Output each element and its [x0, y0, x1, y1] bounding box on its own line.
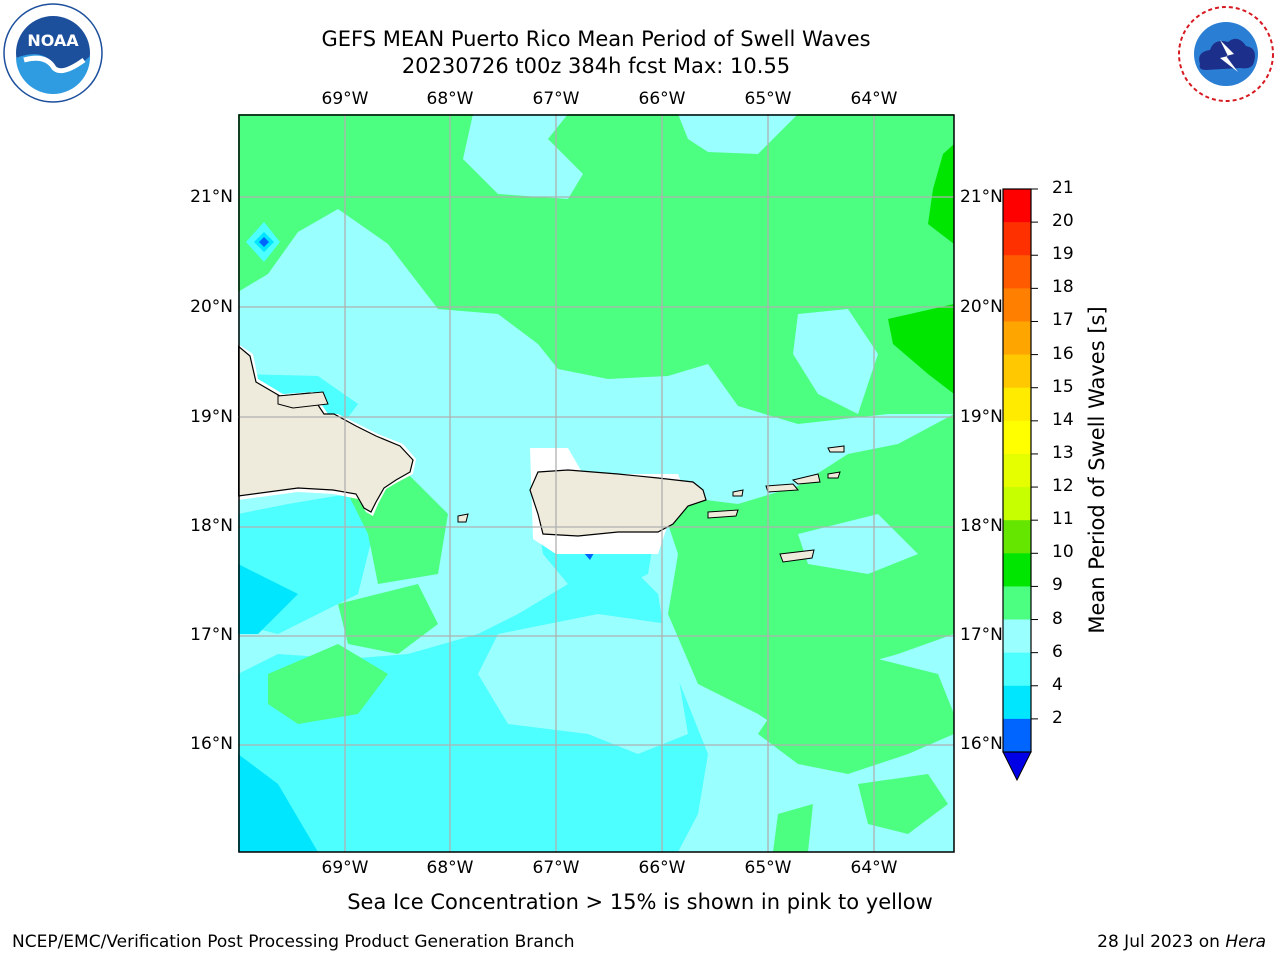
- colorbar-segment: [1003, 652, 1031, 687]
- colorbar-tick-label: 20: [1052, 211, 1074, 232]
- colorbar-tick-label: 4: [1052, 674, 1063, 695]
- map-panel: [238, 114, 955, 853]
- lon-label-top-65w: 65°W: [744, 89, 792, 109]
- colorbar-tick-label: 18: [1052, 277, 1074, 298]
- colorbar-tick-label: 14: [1052, 409, 1074, 430]
- nws-logo: [1176, 4, 1276, 108]
- colorbar-tick-label: 2: [1052, 707, 1063, 728]
- colorbar-segment: [1003, 453, 1031, 488]
- colorbar-segment: [1003, 387, 1031, 422]
- lat-label-right-17n: 17°N: [960, 625, 1003, 645]
- swell-zone-8-9-north-a: [463, 114, 583, 199]
- colorbar-segment: [1003, 255, 1031, 289]
- island-st-john: [791, 473, 821, 485]
- island-anegada: [827, 445, 845, 453]
- swell-zone-9-10-se3: [858, 774, 948, 834]
- colorbar-segment: [1003, 718, 1031, 753]
- lon-label-bottom-67w: 67°W: [532, 858, 580, 878]
- colorbar-tick-label: 15: [1052, 376, 1074, 397]
- swell-zone-9-10-north: [238, 114, 954, 424]
- lon-label-top-69w: 69°W: [321, 89, 369, 109]
- noaa-logo: NOAA: [2, 2, 104, 108]
- lat-label-left-16n: 16°N: [190, 734, 233, 754]
- colorbar-segment: [1003, 354, 1031, 389]
- swell-zone-9-10-se: [658, 414, 954, 734]
- colorbar-tick-label: 10: [1052, 542, 1074, 563]
- colorbar-tick-label: 19: [1052, 244, 1074, 265]
- colorbar-segment: [1003, 288, 1031, 322]
- colorbar-tick-label: 16: [1052, 343, 1074, 364]
- lat-label-left-20n: 20°N: [190, 297, 233, 317]
- footer-date: 28 Jul 2023 on Hera: [1097, 932, 1266, 952]
- colorbar-tick-label: 8: [1052, 608, 1063, 629]
- colorbar-tick-label: 17: [1052, 310, 1074, 331]
- colorbar-frame: [1002, 188, 1032, 753]
- colorbar-label: Mean Period of Swell Waves [s]: [1085, 306, 1109, 634]
- lat-label-left-18n: 18°N: [190, 516, 233, 536]
- lat-label-left-19n: 19°N: [190, 407, 233, 427]
- colorbar-segment: [1003, 189, 1031, 223]
- swell-zone-8-9-se-a: [688, 404, 728, 474]
- colorbar: [1002, 188, 1038, 782]
- sea-ice-note: Sea Ice Concentration > 15% is shown in …: [347, 890, 933, 914]
- colorbar-tick-label: 11: [1052, 509, 1074, 530]
- swell-zone-10-11-b: [928, 144, 954, 244]
- lon-label-top-66w: 66°W: [638, 89, 686, 109]
- island-st-croix: [779, 549, 815, 563]
- swell-zone-10-11: [888, 304, 954, 394]
- island-tortola: [827, 471, 841, 479]
- lon-label-bottom-69w: 69°W: [321, 858, 369, 878]
- colorbar-segment: [1003, 520, 1031, 554]
- lon-label-bottom-65w: 65°W: [744, 858, 792, 878]
- lon-label-bottom-68w: 68°W: [426, 858, 474, 878]
- hispaniola-peninsula: [277, 391, 329, 409]
- swell-zone-9-10-se4: [773, 804, 813, 852]
- island-st-thomas: [765, 483, 800, 493]
- lat-label-left-17n: 17°N: [190, 625, 233, 645]
- lon-label-bottom-64w: 64°W: [850, 858, 898, 878]
- swell-zone-9-10-sw: [268, 644, 388, 724]
- footer-host: Hera: [1225, 932, 1266, 952]
- noaa-logo-text: NOAA: [27, 31, 79, 50]
- lon-label-bottom-66w: 66°W: [638, 858, 686, 878]
- swell-zone-8-9-north-c: [793, 309, 878, 414]
- graticule: [238, 114, 954, 852]
- footer-date-text: 28 Jul 2023 on: [1097, 932, 1226, 952]
- lat-label-right-20n: 20°N: [960, 297, 1003, 317]
- lat-label-right-16n: 16°N: [960, 734, 1003, 754]
- map-frame: [238, 114, 955, 853]
- lat-label-left-21n: 21°N: [190, 187, 233, 207]
- colorbar-segment: [1003, 685, 1031, 720]
- colorbar-segment: [1003, 553, 1031, 587]
- lon-label-top-64w: 64°W: [850, 89, 898, 109]
- colorbar-segment: [1003, 321, 1031, 356]
- island-vieques: [707, 509, 739, 519]
- lon-label-top-67w: 67°W: [532, 89, 580, 109]
- colorbar-under-arrow: [1002, 751, 1032, 782]
- lat-label-right-18n: 18°N: [960, 516, 1003, 536]
- swell-zone-8-9-se-b: [798, 514, 918, 574]
- colorbar-tick-label: 9: [1052, 575, 1063, 596]
- colorbar-tick-label: 21: [1052, 178, 1074, 198]
- colorbar-segment: [1003, 222, 1031, 256]
- swell-zone-4-6-sw: [238, 754, 318, 852]
- colorbar-segment: [1003, 487, 1031, 521]
- footer-branch: NCEP/EMC/Verification Post Processing Pr…: [12, 932, 575, 952]
- colorbar-tick-label: 12: [1052, 476, 1074, 497]
- colorbar-tick-label: 6: [1052, 641, 1063, 662]
- chart-title-line1: GEFS MEAN Puerto Rico Mean Period of Swe…: [321, 27, 871, 51]
- chart-title-line2: 20230726 t00z 384h fcst Max: 10.55: [401, 54, 791, 78]
- lat-label-right-21n: 21°N: [960, 187, 1003, 207]
- swell-zone-2-4-spot: [259, 237, 269, 247]
- swell-zone-4-6-west: [238, 564, 298, 634]
- lon-label-top-68w: 68°W: [426, 89, 474, 109]
- colorbar-segment: [1003, 586, 1031, 621]
- island-mona: [457, 513, 469, 523]
- swell-zone-8-9-south: [478, 614, 688, 754]
- colorbar-segment: [1003, 420, 1031, 455]
- lat-label-right-19n: 19°N: [960, 407, 1003, 427]
- colorbar-segment: [1003, 619, 1031, 654]
- island-culebra: [732, 489, 744, 497]
- colorbar-tick-label: 13: [1052, 442, 1074, 463]
